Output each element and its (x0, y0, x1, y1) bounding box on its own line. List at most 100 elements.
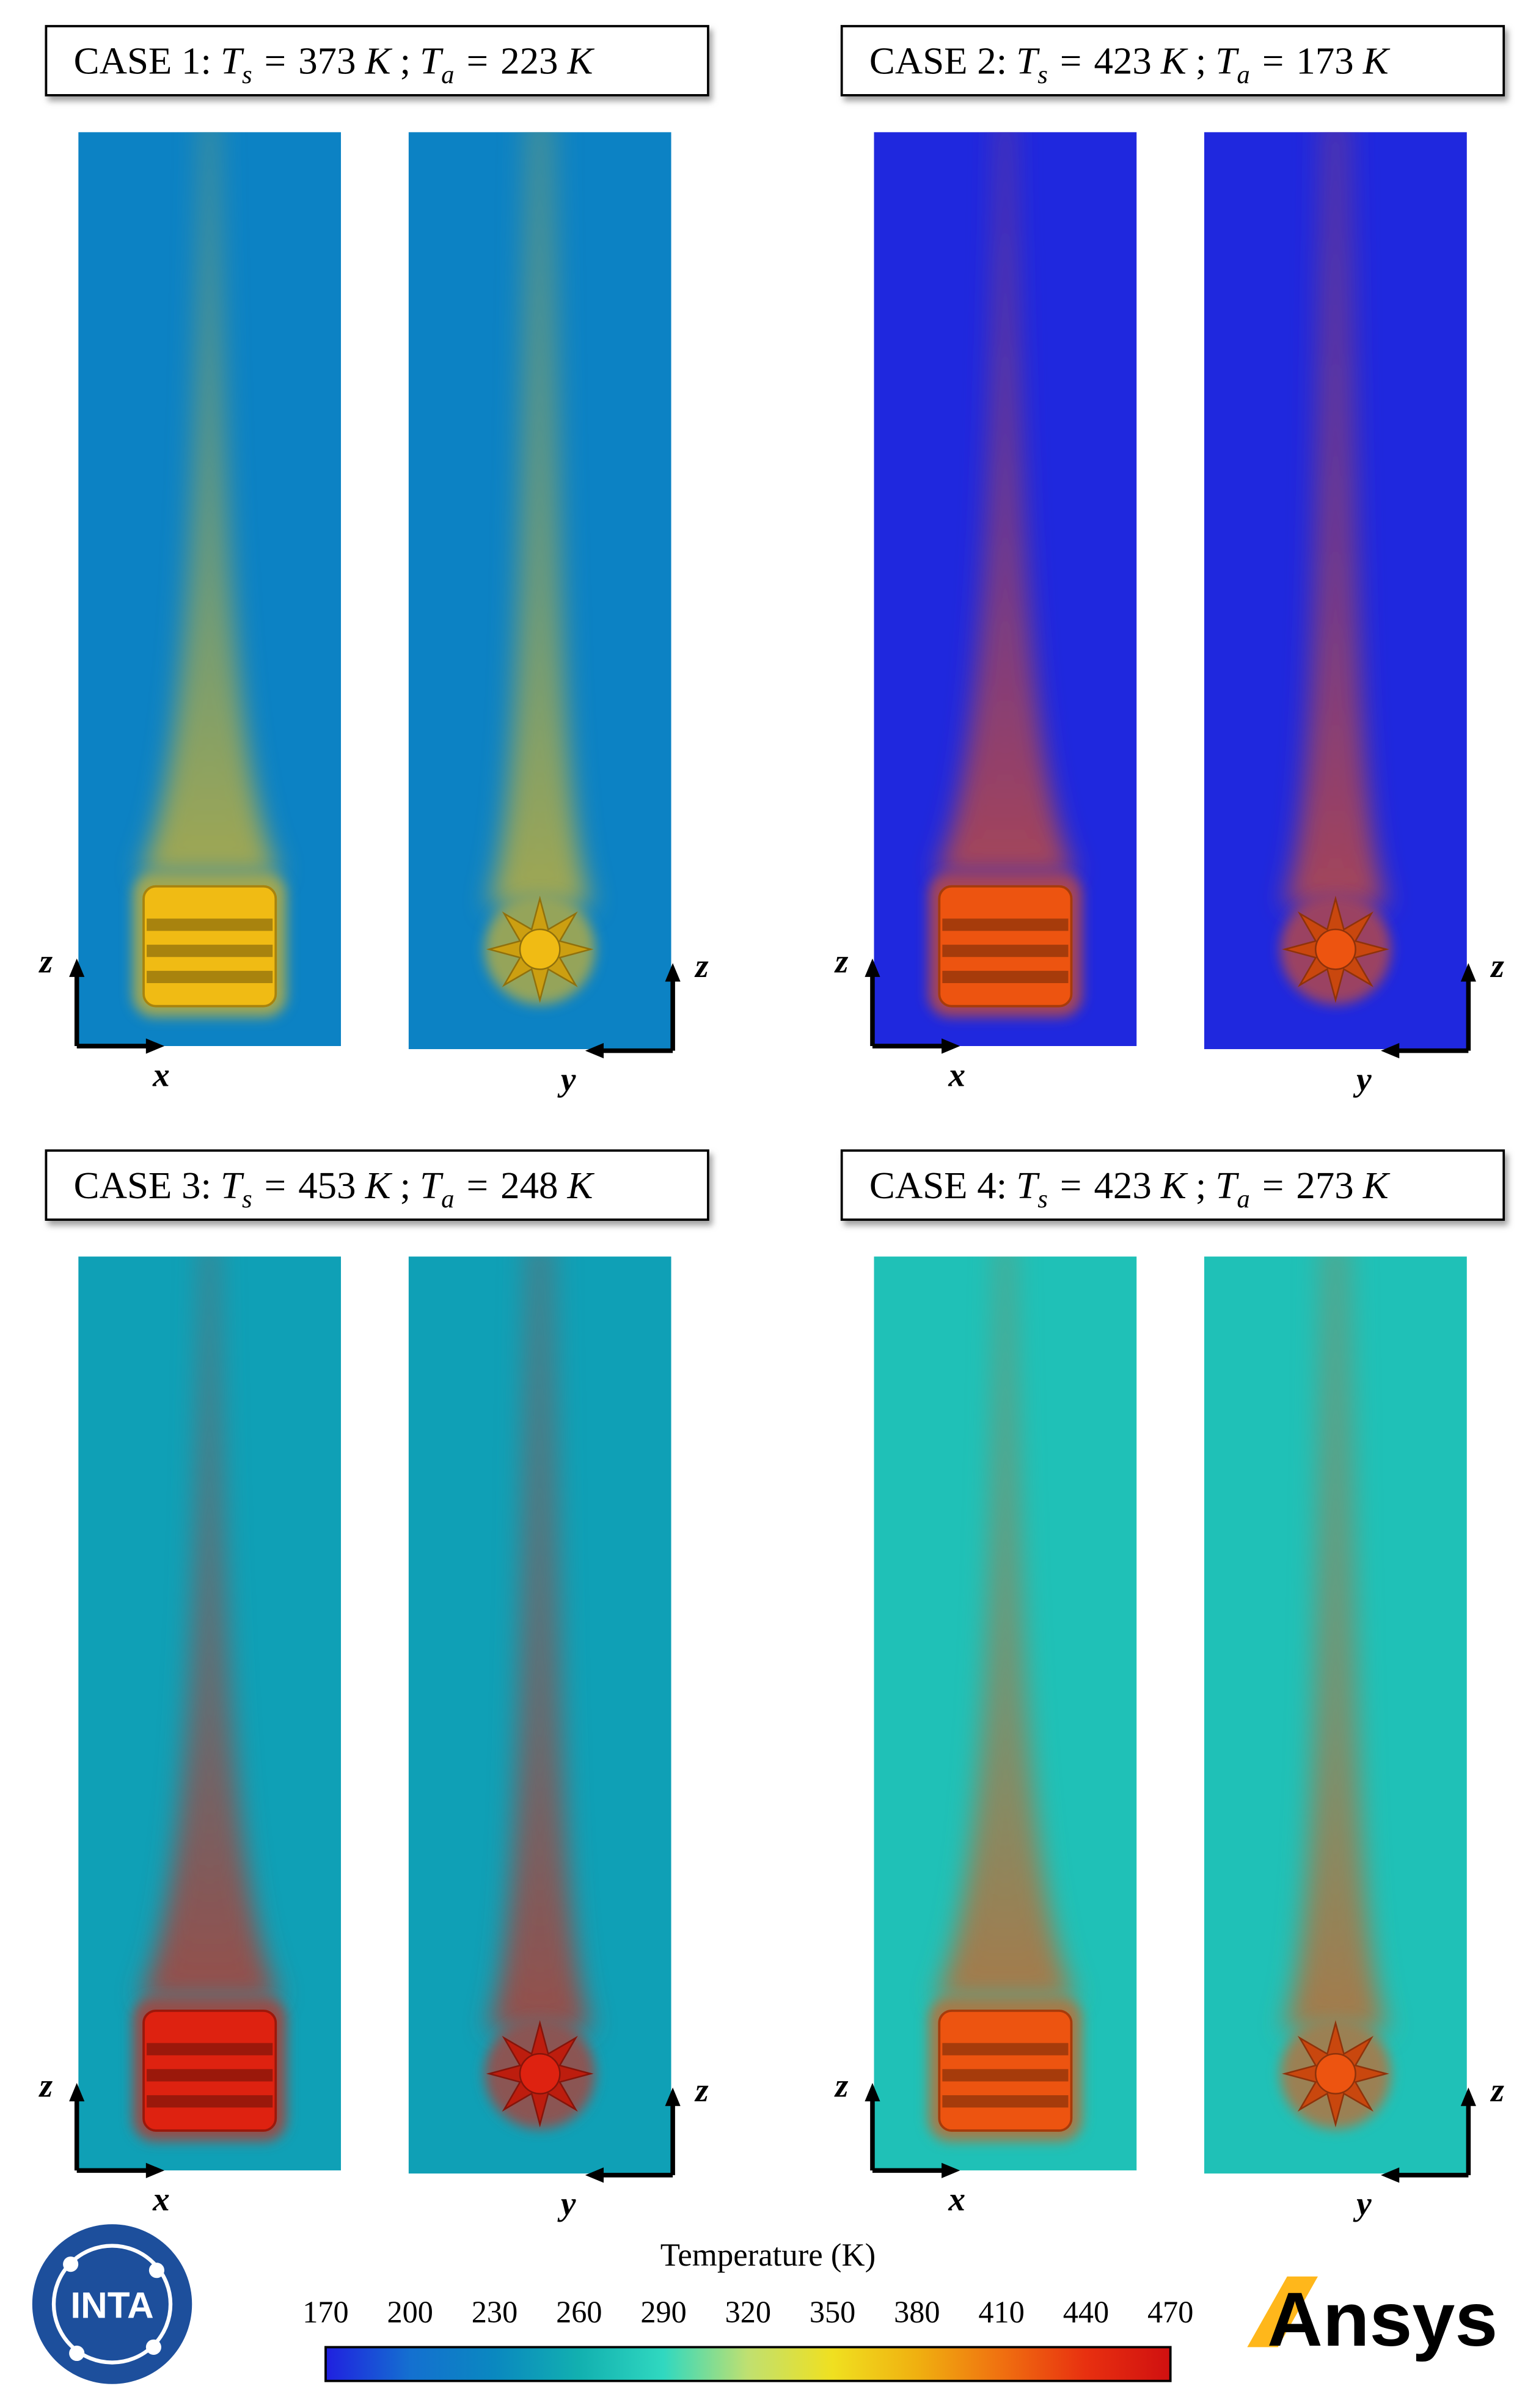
axis-arrow (69, 2083, 85, 2102)
header-part: T (1215, 1164, 1239, 1207)
header-part: K (1362, 40, 1391, 82)
axis-label: y (557, 1061, 576, 1098)
header-part: K (365, 1164, 393, 1207)
axis-triad: zy (557, 2071, 709, 2222)
ansys-text: Ansys (1267, 2276, 1498, 2362)
axis-triad: zy (1353, 2071, 1504, 2222)
body-stripe (147, 2043, 273, 2055)
axis-label: z (834, 2067, 849, 2104)
axis-label: z (694, 2071, 709, 2109)
plume (934, 1256, 1077, 2000)
header-part: T (1215, 40, 1239, 82)
body-core (1314, 2052, 1356, 2095)
body-stripe (942, 945, 1069, 957)
ansys-logo: Ansys (1247, 2276, 1498, 2362)
axis-triad: zx (38, 2067, 170, 2218)
body-core (519, 2052, 561, 2095)
header-part: = (1060, 1164, 1081, 1207)
axis-triad: zy (557, 947, 709, 1098)
header-part: CASE 2: (869, 40, 1007, 82)
axis-label: x (948, 2181, 965, 2218)
plume (139, 1256, 280, 2000)
header-part: 223 (500, 40, 558, 82)
header-part: = (1060, 40, 1081, 82)
colorbar-tick-label: 170 (302, 2295, 348, 2329)
simulation-view (78, 1256, 342, 2171)
axis-arrow (865, 958, 880, 977)
colorbar-tick-label: 440 (1063, 2295, 1109, 2329)
axis-label: z (38, 2067, 53, 2104)
axis-label: z (694, 947, 709, 984)
axis-arrow (145, 2162, 164, 2178)
inta-text: INTA (70, 2285, 153, 2326)
axis-label: z (834, 942, 849, 979)
header-part: = (265, 1164, 286, 1207)
simulation-view (408, 1256, 671, 2174)
plume (1283, 132, 1388, 907)
body-core (1314, 928, 1356, 970)
body-stripe (147, 2095, 273, 2108)
body-stripe (147, 2069, 273, 2082)
header-part: = (467, 40, 488, 82)
header-part: a (1237, 1185, 1249, 1213)
colorbar-title: Temperature (K) (660, 2238, 876, 2273)
axis-label: z (1490, 2071, 1504, 2109)
header-part: T (1016, 1164, 1040, 1207)
simulation-view (874, 1256, 1137, 2171)
header-part: 423 (1094, 1164, 1151, 1207)
case-header-box (45, 1149, 709, 1221)
axis-arrow (69, 958, 85, 977)
header-part: 273 (1296, 1164, 1353, 1207)
header-part: CASE 4: (869, 1164, 1007, 1207)
axis-label: x (152, 2181, 170, 2218)
axis-triad: zx (38, 942, 170, 1093)
colorbar (324, 2346, 1172, 2382)
case-header: CASE 1: Ts = 373 K; Ta = 223 K (74, 40, 595, 89)
header-part: a (1237, 60, 1249, 89)
body-stripe (147, 945, 273, 957)
header-part: 423 (1094, 40, 1151, 82)
plume (1283, 1256, 1388, 2031)
header-part: = (1262, 1164, 1284, 1207)
axis-arrow (665, 963, 681, 982)
axis-arrow (1381, 2167, 1400, 2183)
colorbar-tick-label: 470 (1147, 2295, 1193, 2329)
case-header: CASE 3: Ts = 453 K; Ta = 248 K (74, 1164, 595, 1213)
case-header-box (45, 24, 709, 97)
simulation-view (1204, 1256, 1467, 2174)
body-stripe (147, 970, 273, 983)
inta-logo: INTA (32, 2224, 192, 2384)
body-stripe (942, 918, 1069, 931)
header-part: = (1262, 40, 1284, 82)
colorbar-tick-label: 200 (387, 2295, 433, 2329)
colorbar-tick-label: 350 (810, 2295, 855, 2329)
header-part: T (221, 1164, 244, 1207)
axis-arrow (585, 2167, 604, 2183)
axis-arrow (1460, 963, 1476, 982)
axis-arrow (145, 1038, 164, 1054)
colorbar-tick-label: 290 (640, 2295, 686, 2329)
header-part: T (420, 1164, 444, 1207)
header-part: a (441, 1185, 454, 1213)
header-part: ; (1196, 1164, 1206, 1207)
simulation-view (1204, 132, 1467, 1050)
header-part: K (365, 40, 393, 82)
header-part: K (566, 1164, 594, 1207)
header-part: s (1037, 1185, 1048, 1213)
body-stripe (147, 918, 273, 931)
body-stripe (942, 2095, 1069, 2108)
colorbar-tick-label: 320 (725, 2295, 771, 2329)
axis-label: y (557, 2185, 576, 2222)
axis-triad: zy (1353, 947, 1504, 1098)
plume (488, 132, 593, 907)
axis-arrow (1381, 1043, 1400, 1059)
header-part: ; (1196, 40, 1206, 82)
header-part: K (1160, 40, 1188, 82)
header-part: = (265, 40, 286, 82)
simulation-view (78, 132, 342, 1047)
axis-label: x (948, 1056, 965, 1093)
axis-arrow (865, 2083, 880, 2102)
